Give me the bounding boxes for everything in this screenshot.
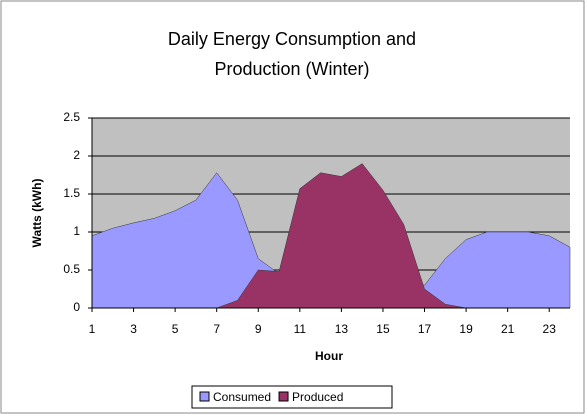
x-tick-label: 1 xyxy=(89,322,96,336)
legend-label: Consumed xyxy=(213,390,271,404)
x-tick-label: 17 xyxy=(418,322,432,336)
y-tick-label: 1.5 xyxy=(63,186,80,200)
x-tick-label: 11 xyxy=(294,322,307,336)
y-tick-label: 0.5 xyxy=(63,262,80,276)
x-tick-label: 9 xyxy=(255,322,262,336)
legend-swatch xyxy=(278,391,289,402)
x-tick-label: 7 xyxy=(213,322,220,336)
y-tick-label: 0 xyxy=(73,300,80,314)
legend-label: Produced xyxy=(292,390,343,404)
x-tick-label: 21 xyxy=(501,322,515,336)
y-tick-label: 2.5 xyxy=(63,110,80,124)
x-tick-label: 15 xyxy=(376,322,390,336)
x-tick-label: 23 xyxy=(543,322,557,336)
legend-box xyxy=(191,385,393,409)
x-axis-label: Hour xyxy=(315,349,343,363)
x-tick-label: 3 xyxy=(130,322,137,336)
x-tick-label: 13 xyxy=(335,322,349,336)
legend-swatch xyxy=(199,391,210,402)
y-axis-label: Watts (kWh) xyxy=(30,179,44,248)
y-tick-label: 1 xyxy=(73,224,80,238)
chart-title-line: Production (Winter) xyxy=(214,59,369,79)
chart-title-line: Daily Energy Consumption and xyxy=(168,29,416,49)
y-tick-label: 2 xyxy=(73,148,80,162)
x-tick-label: 19 xyxy=(459,322,473,336)
x-tick-label: 5 xyxy=(172,322,179,336)
